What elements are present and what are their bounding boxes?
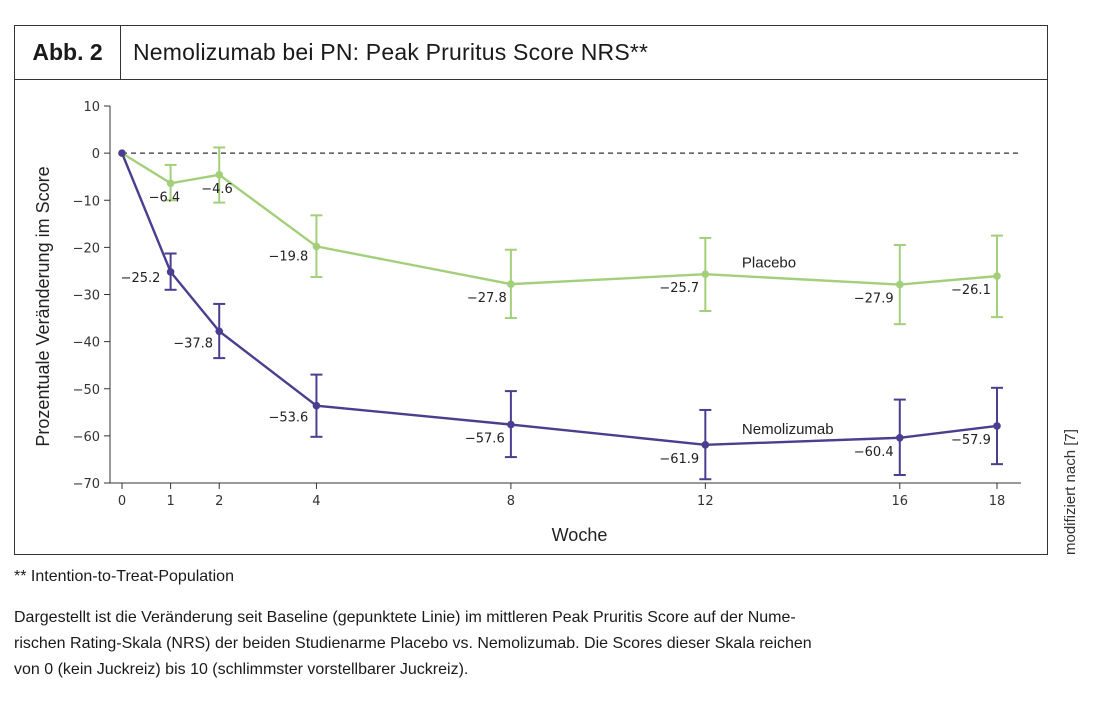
y-tick-label: −30 — [73, 289, 100, 304]
caption: Dargestellt ist die Veränderung seit Bas… — [14, 605, 1064, 683]
nemolizumab-point — [215, 327, 224, 336]
nemolizumab-point — [993, 422, 1001, 430]
placebo-point — [895, 280, 904, 289]
nemolizumab-data-label: −57.9 — [951, 433, 991, 448]
x-axis-label: Woche — [552, 525, 608, 545]
nemolizumab-point — [701, 441, 710, 449]
y-axis-label: Prozentuale Veränderung im Score — [33, 166, 53, 446]
placebo-data-label: −26.1 — [951, 283, 991, 298]
nemolizumab-point — [507, 420, 515, 429]
y-tick-label: −20 — [73, 241, 100, 256]
caption-line: von 0 (kein Juckreiz) bis 10 (schlimmste… — [14, 661, 469, 678]
footnote: ** Intention-to-Treat-Population — [14, 568, 234, 585]
nemolizumab-point — [166, 268, 175, 276]
y-tick-label: 0 — [92, 147, 100, 162]
placebo-data-label: −6.4 — [149, 190, 181, 205]
placebo-data-label: −19.8 — [268, 249, 308, 264]
y-tick-label: −60 — [73, 430, 100, 445]
placebo-point — [215, 171, 224, 179]
nemolizumab-data-label: −60.4 — [854, 445, 894, 460]
nemolizumab-data-label: −61.9 — [659, 452, 699, 467]
nemolizumab-point — [895, 433, 904, 442]
x-tick-label: 16 — [892, 494, 909, 509]
x-tick-label: 8 — [507, 494, 515, 509]
figure-title: Nemolizumab bei PN: Peak Pruritus Score … — [133, 39, 649, 65]
nemolizumab-data-label: −53.6 — [268, 411, 308, 426]
placebo-data-label: −27.8 — [467, 291, 507, 306]
nemolizumab-point — [118, 149, 126, 157]
x-tick-label: 0 — [118, 494, 126, 509]
nemolizumab-data-label: −25.2 — [121, 271, 161, 286]
placebo-data-label: −4.6 — [201, 182, 233, 197]
caption-line: Dargestellt ist die Veränderung seit Bas… — [14, 609, 796, 626]
placebo-point — [993, 272, 1001, 280]
nemolizumab-line — [120, 152, 998, 447]
chart-area: 100−10−20−30−40−50−60−700 1 2 4 8 12 16 18Woche… — [33, 100, 1021, 545]
y-tick-label: 10 — [83, 100, 100, 115]
placebo-point — [166, 179, 175, 188]
y-tick-label: −50 — [73, 383, 100, 398]
figure-label: Abb. 2 — [15, 26, 121, 79]
figure-box: Abb. 2 Nemolizumab bei PN: Peak Pruritus… — [14, 25, 1048, 555]
source-note: modifiziert nach [7] — [1062, 429, 1079, 555]
y-tick-label: −10 — [73, 194, 100, 209]
placebo-point — [701, 270, 710, 279]
placebo-series-label: Placebo — [742, 254, 796, 271]
placebo-data-label: −27.9 — [854, 292, 894, 307]
placebo-data-label: −25.7 — [659, 281, 699, 296]
x-tick-label: 4 — [312, 494, 320, 509]
x-tick-label: 12 — [697, 494, 714, 509]
y-tick-label: −40 — [73, 336, 100, 351]
placebo-point — [312, 242, 321, 251]
nemolizumab-data-label: −37.8 — [173, 336, 213, 351]
x-tick-label: 1 — [166, 494, 174, 509]
nemolizumab-data-label: −57.6 — [465, 432, 505, 447]
nemolizumab-series-label: Nemolizumab — [742, 421, 834, 438]
x-tick-label: 18 — [989, 494, 1006, 509]
y-tick-label: −70 — [73, 477, 100, 492]
nemolizumab-point — [312, 401, 321, 410]
caption-line: rischen Rating-Skala (NRS) der beiden St… — [14, 635, 812, 652]
placebo-point — [507, 280, 515, 288]
x-tick-label: 2 — [215, 494, 223, 509]
placebo-line — [121, 152, 998, 286]
figure-header: Abb. 2 Nemolizumab bei PN: Peak Pruritus… — [15, 26, 1047, 80]
